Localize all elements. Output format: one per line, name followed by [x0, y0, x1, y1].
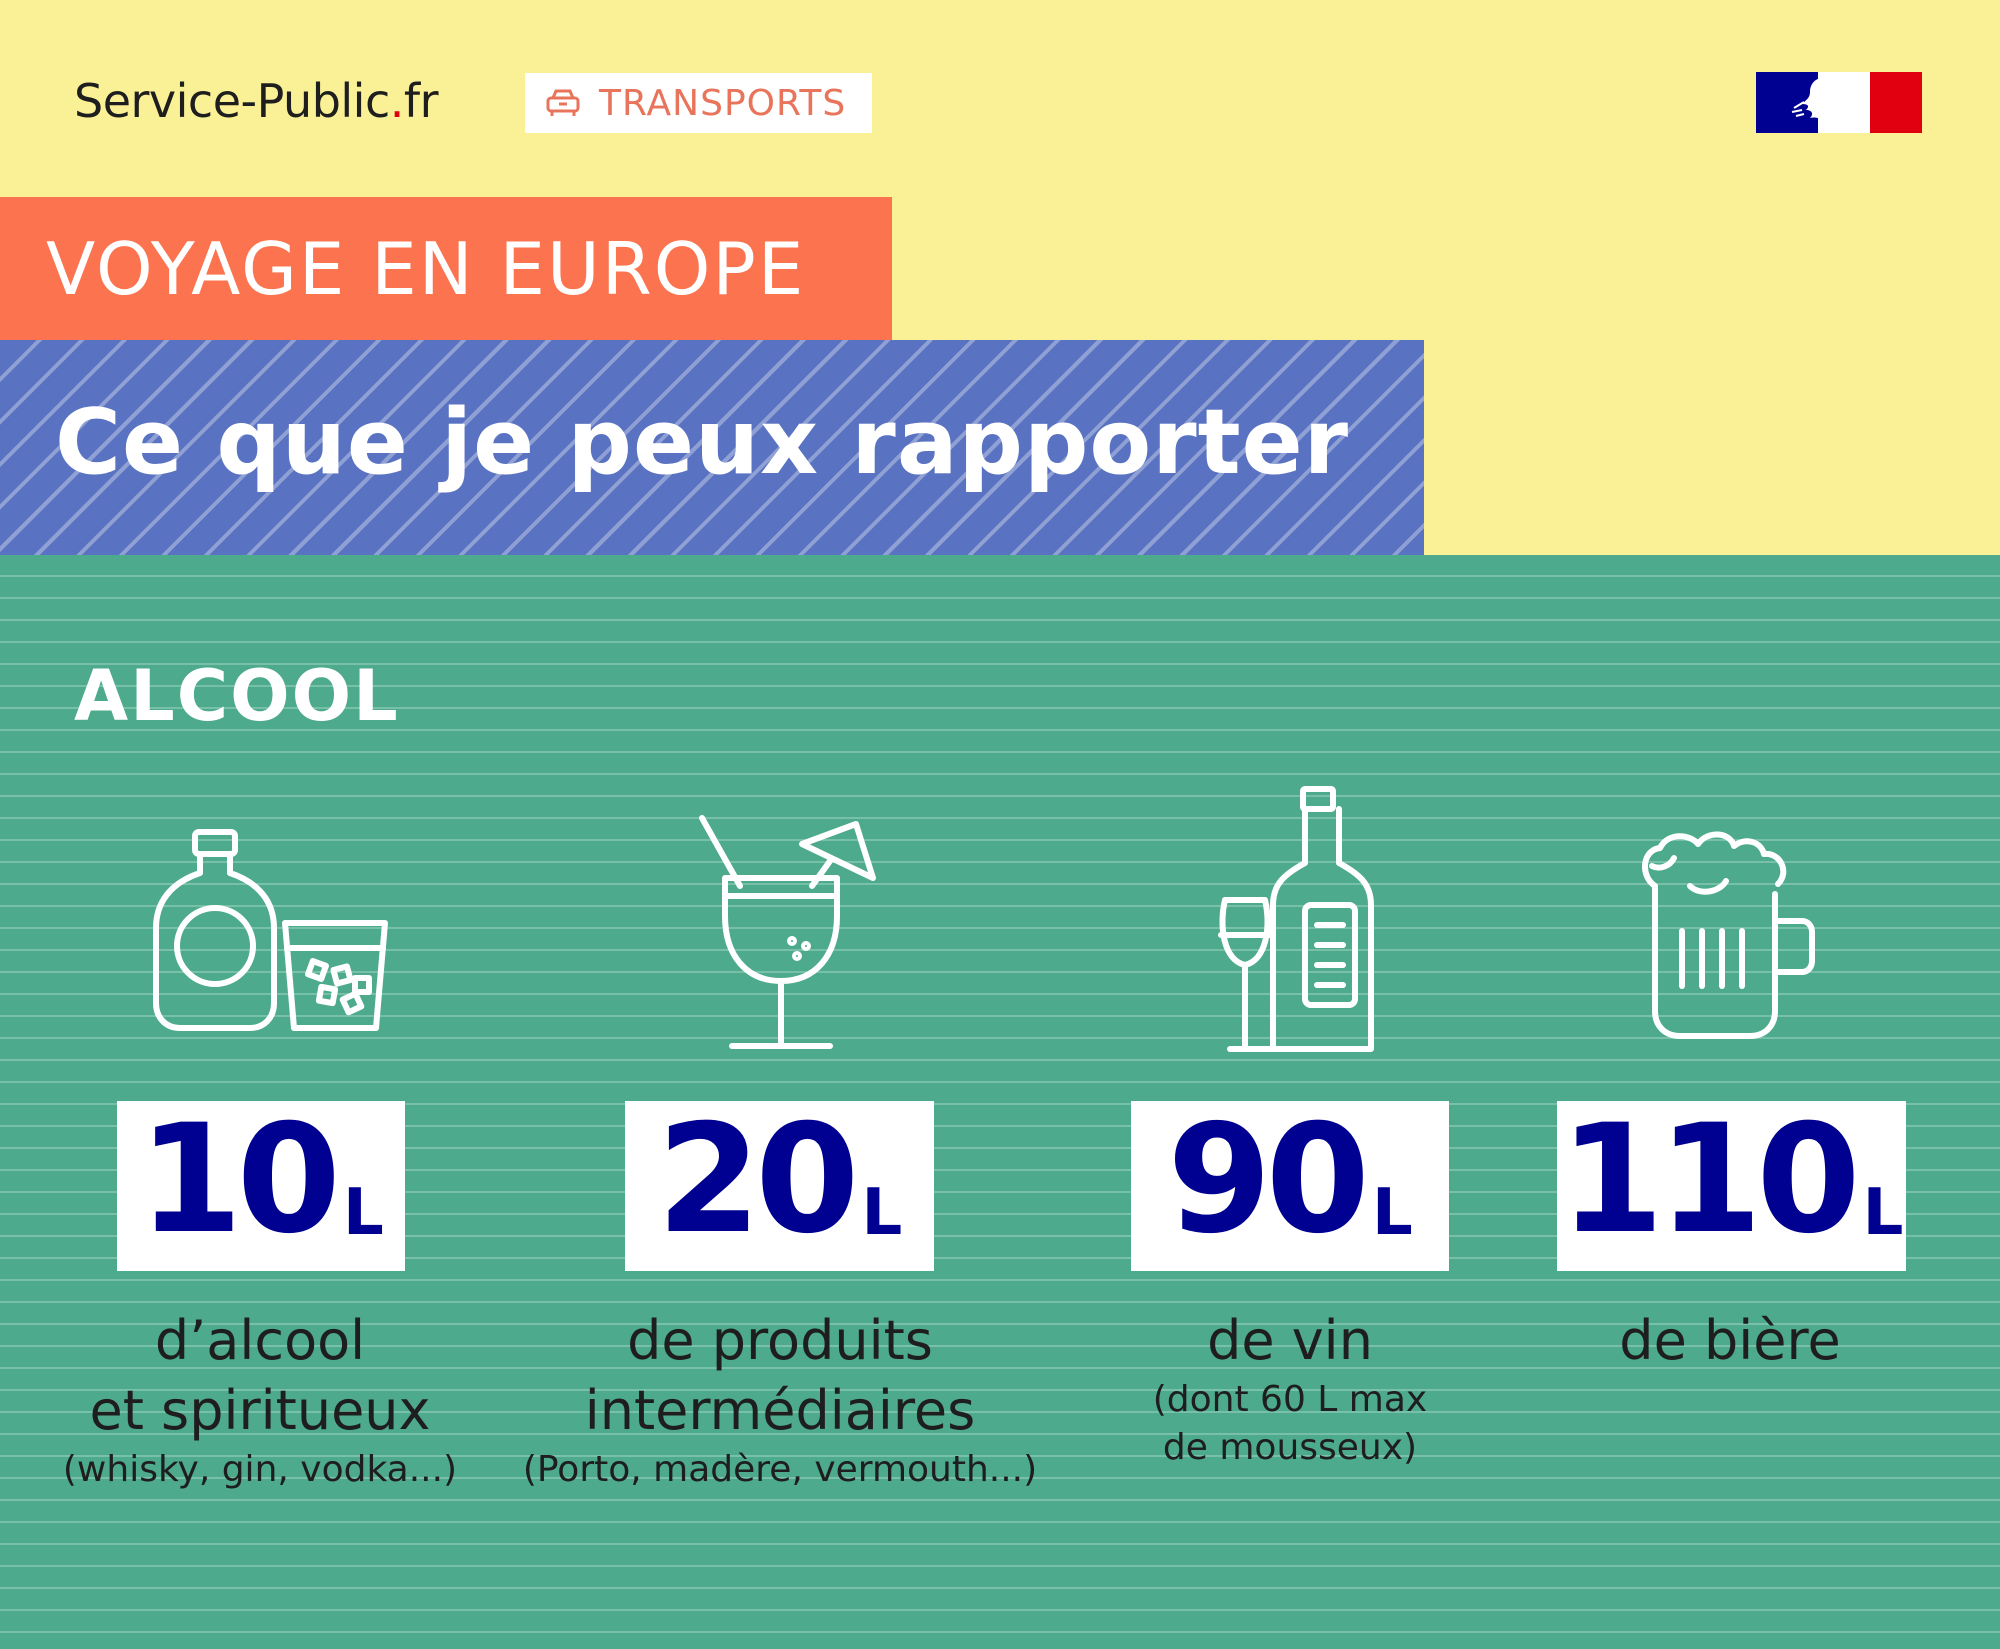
quantity-value: 10	[138, 1093, 341, 1267]
quantity-unit: L	[861, 1176, 903, 1250]
section-title: ALCOOL	[74, 655, 400, 737]
brand-tld: fr	[403, 74, 439, 128]
description-note: (Porto, madère, vermouth...)	[522, 1449, 1038, 1490]
header-area: Service-Public.fr TRANSPORTS VOYAGE EN E…	[0, 0, 2000, 555]
cocktail-glass-icon	[699, 815, 876, 1049]
brand-logo[interactable]: Service-Public.fr	[74, 74, 438, 128]
quantity-box-intermediate: 20 L	[625, 1101, 934, 1271]
wine-bottle-glass-icon	[1218, 786, 1374, 1052]
brand-name: Service-Public	[74, 74, 390, 128]
description-line: intermédiaires	[584, 1379, 976, 1442]
description-line: de bière	[1619, 1309, 1841, 1372]
beer-mug-icon	[1642, 831, 1815, 1039]
banner-kicker: VOYAGE EN EUROPE	[46, 227, 806, 311]
car-icon	[546, 89, 580, 116]
quantity-value: 20	[656, 1093, 860, 1267]
quantity-box-beer: 110 L	[1557, 1101, 1906, 1271]
marianne-logo[interactable]	[1756, 72, 1922, 133]
spirits-bottle-glass-icon	[153, 829, 388, 1031]
brand-dot: .	[389, 74, 405, 128]
description-line: de produits	[627, 1309, 933, 1372]
kicker-band: VOYAGE EN EUROPE	[0, 197, 892, 340]
quantity-value: 90	[1167, 1093, 1370, 1267]
category-label: TRANSPORTS	[599, 82, 847, 124]
description-intermediate: de produits intermédiaires (Porto, madèr…	[520, 1306, 1040, 1494]
title-band: Ce que je peux rapporter	[0, 340, 1424, 555]
description-note: (whisky, gin, vodka...)	[62, 1449, 458, 1490]
quantity-box-wine: 90 L	[1131, 1101, 1449, 1271]
description-beer: de bière	[1530, 1306, 1930, 1376]
description-note: de mousseux)	[1162, 1427, 1418, 1468]
quantity-value: 110	[1559, 1093, 1861, 1267]
page-title: Ce que je peux rapporter	[55, 390, 1350, 495]
description-line: d’alcool	[154, 1309, 366, 1372]
quantity-unit: L	[1371, 1176, 1413, 1250]
description-spirits: d’alcool et spiritueux (whisky, gin, vod…	[40, 1306, 480, 1494]
description-line: et spiritueux	[89, 1379, 431, 1442]
category-tag[interactable]: TRANSPORTS	[525, 73, 872, 133]
description-note: (dont 60 L max	[1152, 1379, 1428, 1420]
description-wine: de vin (dont 60 L max de mousseux)	[1090, 1306, 1490, 1472]
description-line: de vin	[1207, 1309, 1373, 1372]
quantity-box-spirits: 10 L	[117, 1101, 405, 1271]
quantity-unit: L	[1862, 1176, 1904, 1250]
quantity-unit: L	[342, 1176, 384, 1250]
